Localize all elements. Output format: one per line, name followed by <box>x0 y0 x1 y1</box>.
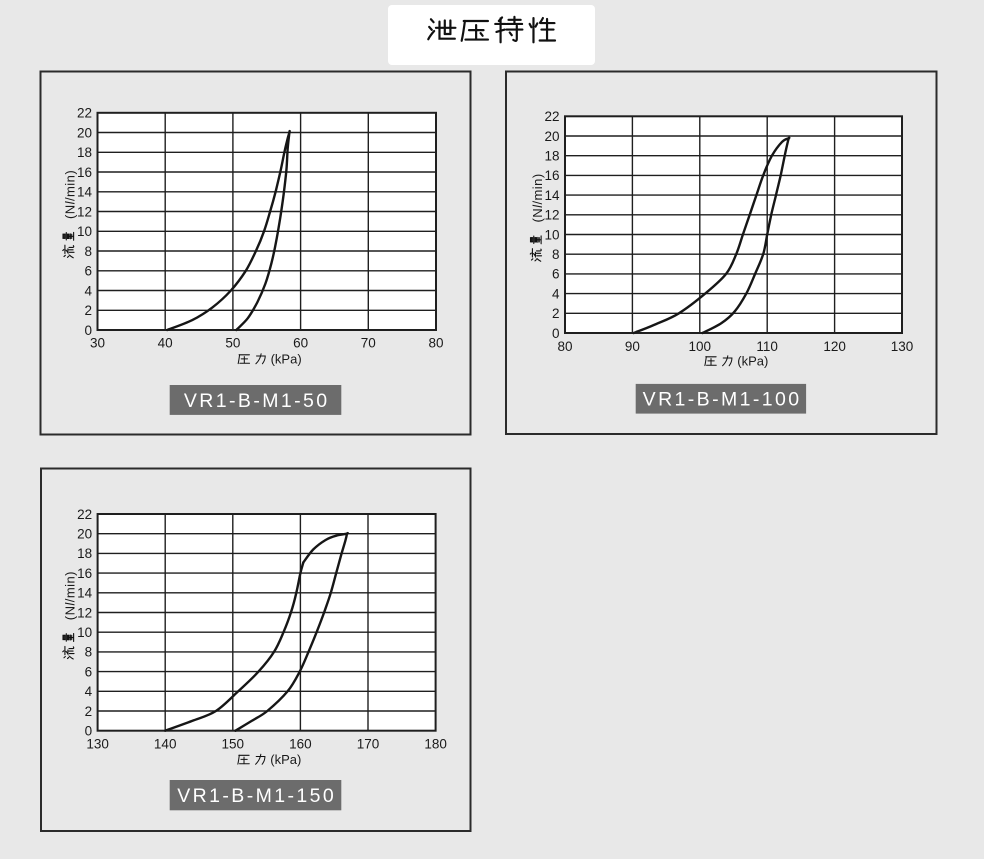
svg-text:100: 100 <box>689 339 712 354</box>
svg-text:20: 20 <box>77 527 92 542</box>
svg-text:70: 70 <box>361 336 376 351</box>
svg-text:2: 2 <box>552 306 560 321</box>
svg-text:0: 0 <box>552 326 560 341</box>
svg-text:140: 140 <box>154 737 177 752</box>
svg-text:2: 2 <box>84 303 92 318</box>
svg-text:130: 130 <box>86 737 109 752</box>
svg-text:20: 20 <box>544 129 559 144</box>
svg-text:10: 10 <box>77 625 92 640</box>
svg-text:(Nl/min): (Nl/min) <box>63 571 78 620</box>
svg-text:30: 30 <box>90 336 105 351</box>
svg-text:0: 0 <box>84 323 92 338</box>
svg-text:18: 18 <box>77 145 92 160</box>
svg-text:50: 50 <box>225 336 240 351</box>
svg-text:12: 12 <box>77 605 92 620</box>
svg-text:22: 22 <box>77 507 92 522</box>
svg-text:10: 10 <box>77 224 92 239</box>
svg-text:180: 180 <box>424 737 447 752</box>
svg-text:0: 0 <box>85 724 93 739</box>
svg-text:(Nl/min): (Nl/min) <box>530 173 545 222</box>
svg-text:170: 170 <box>357 737 380 752</box>
svg-text:14: 14 <box>77 586 93 601</box>
svg-text:(Nl/min): (Nl/min) <box>63 170 78 219</box>
svg-text:130: 130 <box>891 339 914 354</box>
svg-text:8: 8 <box>552 247 560 262</box>
svg-text:16: 16 <box>77 165 92 180</box>
svg-text:(kPa): (kPa) <box>270 752 301 767</box>
svg-text:6: 6 <box>85 664 93 679</box>
svg-text:90: 90 <box>625 339 640 354</box>
svg-text:(kPa): (kPa) <box>271 351 302 366</box>
svg-text:8: 8 <box>85 645 93 660</box>
svg-text:(kPa): (kPa) <box>737 353 768 368</box>
svg-text:110: 110 <box>756 339 778 354</box>
svg-text:14: 14 <box>77 185 93 200</box>
svg-text:16: 16 <box>77 566 92 581</box>
svg-text:10: 10 <box>544 227 559 242</box>
svg-text:20: 20 <box>77 125 92 140</box>
svg-text:VR1-B-M1-100: VR1-B-M1-100 <box>643 389 802 411</box>
svg-text:160: 160 <box>289 737 312 752</box>
svg-text:12: 12 <box>77 204 92 219</box>
svg-text:80: 80 <box>428 336 443 351</box>
svg-text:4: 4 <box>85 684 93 699</box>
svg-text:8: 8 <box>84 244 92 259</box>
svg-text:4: 4 <box>552 286 560 301</box>
svg-text:VR1-B-M1-50: VR1-B-M1-50 <box>184 390 330 412</box>
svg-text:18: 18 <box>77 546 92 561</box>
svg-text:22: 22 <box>77 106 92 121</box>
svg-text:120: 120 <box>823 339 846 354</box>
svg-text:22: 22 <box>544 109 559 124</box>
svg-text:150: 150 <box>222 737 245 752</box>
svg-text:18: 18 <box>544 149 559 164</box>
svg-text:14: 14 <box>544 188 560 203</box>
svg-text:16: 16 <box>544 168 559 183</box>
svg-text:12: 12 <box>544 208 559 223</box>
svg-text:60: 60 <box>293 336 308 351</box>
svg-text:4: 4 <box>84 283 92 298</box>
svg-text:80: 80 <box>557 339 572 354</box>
svg-text:40: 40 <box>158 336 173 351</box>
svg-text:6: 6 <box>84 264 92 279</box>
svg-text:6: 6 <box>552 267 560 282</box>
svg-text:2: 2 <box>85 704 93 719</box>
svg-text:VR1-B-M1-150: VR1-B-M1-150 <box>177 785 336 807</box>
